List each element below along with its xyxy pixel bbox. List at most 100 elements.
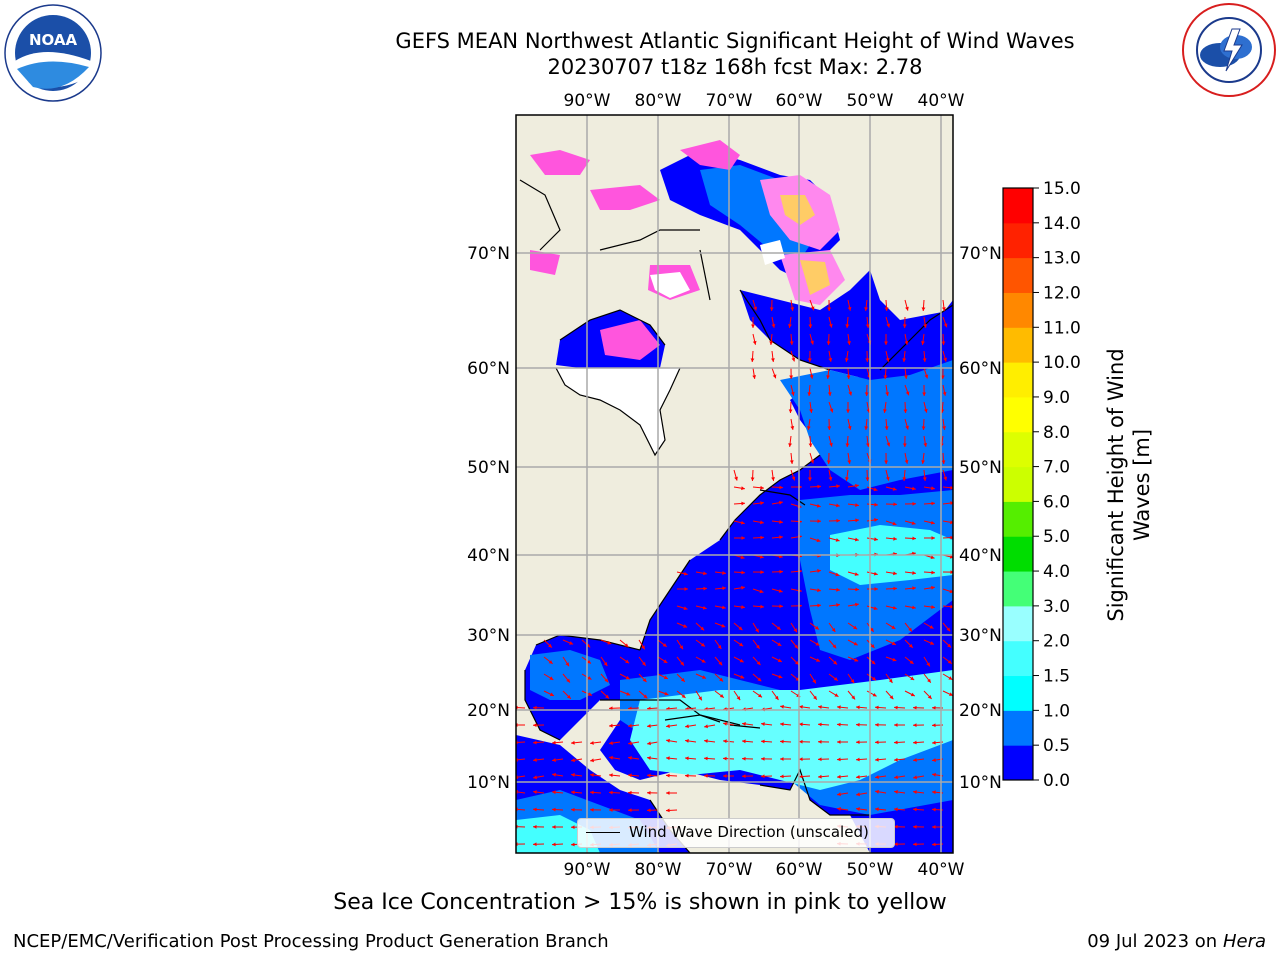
lat-label: 70°N	[467, 244, 510, 264]
lat-label: 70°N	[959, 244, 1002, 264]
map-frame	[515, 114, 954, 854]
wave-direction-arrowhead	[946, 627, 951, 632]
wave-direction-arrowhead	[777, 642, 782, 646]
wave-direction-arrowhead	[739, 658, 744, 663]
wave-direction-arrowhead	[889, 695, 894, 700]
wave-direction-arrowhead	[909, 660, 914, 664]
wave-direction-arrowhead	[723, 756, 727, 761]
colorbar-segment	[1003, 571, 1033, 607]
chart-title: GEFS MEAN Northwest Atlantic Significant…	[395, 29, 1075, 53]
wave-direction-arrowhead	[922, 392, 927, 396]
wave-direction-arrowhead	[847, 306, 852, 311]
wave-direction-arrowhead	[590, 758, 594, 763]
wave-direction-arrowhead	[740, 675, 745, 679]
wave-direction-arrowhead	[856, 757, 860, 762]
wave-direction-arrowhead	[837, 757, 841, 762]
wave-direction-arrowhead	[807, 392, 812, 396]
wave-direction-arrowhead	[625, 675, 630, 680]
wave-direction-arrowhead	[791, 357, 796, 362]
colorbar-tick-label: 15.0	[1043, 179, 1081, 199]
wave-direction-arrowhead	[875, 740, 879, 745]
wave-direction-arrowhead	[753, 306, 758, 311]
wave-direction-arrowhead	[875, 757, 879, 762]
wave-direction-arrowhead	[865, 324, 870, 328]
wave-direction-arrowhead	[932, 807, 936, 812]
wave-direction-arrowhead	[552, 772, 556, 777]
wave-direction-arrowhead	[834, 693, 839, 697]
wave-direction-arrowhead	[869, 627, 874, 632]
colorbar-tick-label: 8.0	[1043, 423, 1070, 443]
wave-direction-arrowhead	[607, 640, 612, 645]
wave-direction-arrowhead	[829, 408, 834, 413]
wave-direction-arrowhead	[932, 705, 936, 710]
wave-direction-arrowhead	[932, 825, 936, 829]
colorbar-tick-label: 3.0	[1043, 597, 1070, 617]
wave-direction-arrowhead	[816, 658, 821, 662]
wave-direction-arrowhead	[755, 628, 759, 633]
noaa-text: NOAA	[29, 31, 78, 49]
wave-direction-arrowhead	[625, 659, 630, 664]
wave-direction-arrowhead	[888, 678, 893, 683]
wave-direction-arrowhead	[921, 307, 926, 311]
wave-direction-arrowhead	[738, 626, 743, 631]
wave-direction-arrowhead	[854, 572, 859, 576]
wave-direction-arrowhead	[662, 643, 667, 647]
wave-direction-arrowhead	[854, 658, 859, 662]
wave-direction-arrowhead	[932, 723, 936, 728]
colorbar-tick-label: 11.0	[1043, 318, 1081, 338]
wave-direction-arrowhead	[865, 477, 870, 481]
wave-band-high	[630, 670, 953, 790]
wave-direction-arrowhead	[913, 705, 917, 710]
wave-direction-arrowhead	[818, 757, 822, 762]
wave-direction-arrowhead	[931, 501, 935, 506]
wave-direction-arrowhead	[641, 645, 645, 650]
colorbar-segment	[1003, 501, 1033, 537]
wave-direction-arrowhead	[793, 628, 797, 633]
wave-direction-arrowhead	[779, 520, 783, 524]
wave-direction-arrowhead	[569, 641, 574, 645]
wave-direction-arrowhead	[780, 774, 784, 779]
wave-direction-arrowhead	[885, 357, 890, 362]
wave-direction-arrowhead	[590, 790, 594, 795]
wave-direction-arrowhead	[886, 323, 891, 328]
wave-direction-arrowhead	[837, 807, 841, 811]
wave-direction-arrowhead	[750, 358, 755, 362]
lon-labels-top: 90°W 80°W 70°W 60°W 50°W 40°W	[564, 91, 965, 111]
wave-direction-arrowhead	[533, 775, 537, 780]
wave-direction-arrowhead	[533, 723, 537, 728]
colorbar-tick-label: 10.0	[1043, 353, 1081, 373]
lat-label: 60°N	[467, 359, 510, 379]
wave-direction-arrowhead	[855, 483, 859, 488]
wave-direction-arrowhead	[761, 722, 765, 726]
wave-direction-arrowhead	[818, 705, 822, 709]
lon-label: 60°W	[776, 91, 823, 111]
wave-direction-arrowhead	[930, 520, 935, 525]
wave-direction-arrowhead	[788, 443, 792, 447]
wave-direction-arrowhead	[864, 307, 868, 311]
wave-direction-arrowhead	[808, 477, 812, 481]
wave-direction-arrowhead	[831, 628, 836, 633]
wave-direction-arrowhead	[666, 738, 670, 743]
wave-direction-arrowhead	[742, 756, 746, 761]
wave-direction-arrowhead	[683, 571, 688, 576]
colorbar-tick-label: 1.0	[1043, 701, 1070, 721]
wave-direction-arrowhead	[647, 790, 651, 795]
wave-direction-arrowhead	[829, 442, 833, 447]
wave-direction-arrowhead	[605, 694, 610, 699]
wave-direction-arrowhead	[750, 477, 755, 481]
wave-direction-arrowhead	[758, 693, 763, 698]
wave-direction-arrowhead	[837, 792, 841, 797]
wave-direction-arrowhead	[642, 678, 647, 683]
wave-direction-arrowhead	[779, 604, 783, 609]
wave-direction-arrowhead	[533, 705, 537, 710]
wave-direction-arrowhead	[571, 740, 575, 745]
wave-direction-arrowhead	[791, 476, 796, 481]
wave-direction-arrowhead	[810, 306, 815, 311]
wave-direction-arrowhead	[894, 723, 898, 727]
wave-direction-arrowhead	[741, 585, 745, 590]
wave-direction-arrowhead	[571, 773, 575, 777]
colorbar-tick-label: 0.0	[1043, 771, 1070, 791]
wave-direction-arrowhead	[799, 722, 803, 727]
wave-direction-arrowhead	[837, 722, 841, 727]
